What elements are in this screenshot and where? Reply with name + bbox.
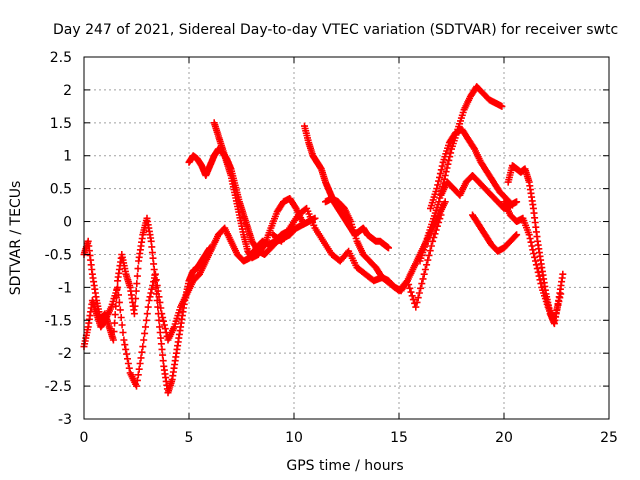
y-tick-label: 1 <box>63 149 72 165</box>
grid-lines <box>84 57 609 419</box>
y-tick-label: 0.5 <box>50 182 72 198</box>
series-markers <box>427 125 516 212</box>
y-axis-label: SDTVAR / TECUs <box>8 181 24 296</box>
x-tick-label: 20 <box>495 430 513 446</box>
y-tick-label: -1.5 <box>45 313 72 329</box>
y-axis-tick-labels: 2.5 2 1.5 1 0.5 0 -0.5 -1 -1.5 -2 -2.5 -3 <box>45 50 72 428</box>
y-tick-label: -0.5 <box>45 247 72 263</box>
y-tick-label: -1 <box>58 280 72 296</box>
x-tick-label: 25 <box>600 430 618 446</box>
sat-track-4 <box>210 119 306 262</box>
plot-frame <box>83 56 610 420</box>
sat-track-3 <box>185 145 319 258</box>
series-markers <box>210 119 306 262</box>
series-markers <box>500 198 565 324</box>
sat-track-11 <box>469 211 521 255</box>
chart-title: Day 247 of 2021, Sidereal Day-to-day VTE… <box>53 22 618 38</box>
data-series <box>80 83 567 397</box>
sat-track-7 <box>322 195 449 295</box>
axis-ticks <box>83 56 610 420</box>
y-tick-label: 2 <box>63 83 72 99</box>
series-markers <box>504 162 567 328</box>
x-axis-tick-labels: 0 5 10 15 20 25 <box>80 430 618 446</box>
x-tick-label: 15 <box>390 430 408 446</box>
series-markers <box>185 145 319 258</box>
sat-track-9 <box>427 125 516 212</box>
y-tick-label: -3 <box>58 412 72 428</box>
x-tick-label: 0 <box>80 430 89 446</box>
y-tick-label: -2.5 <box>45 379 72 395</box>
y-tick-label: 0 <box>63 215 72 231</box>
y-tick-label: -2 <box>58 346 72 362</box>
x-tick-label: 5 <box>185 430 194 446</box>
series-markers <box>322 195 449 295</box>
y-tick-label: 1.5 <box>50 116 72 132</box>
sat-track-13 <box>500 198 565 324</box>
y-tick-label: 2.5 <box>50 50 72 66</box>
series-markers <box>469 211 521 255</box>
series-markers <box>80 214 214 397</box>
x-axis-label: GPS time / hours <box>286 458 403 474</box>
sat-track-12 <box>504 162 567 328</box>
sat-track-2 <box>80 214 214 397</box>
x-tick-label: 10 <box>285 430 303 446</box>
